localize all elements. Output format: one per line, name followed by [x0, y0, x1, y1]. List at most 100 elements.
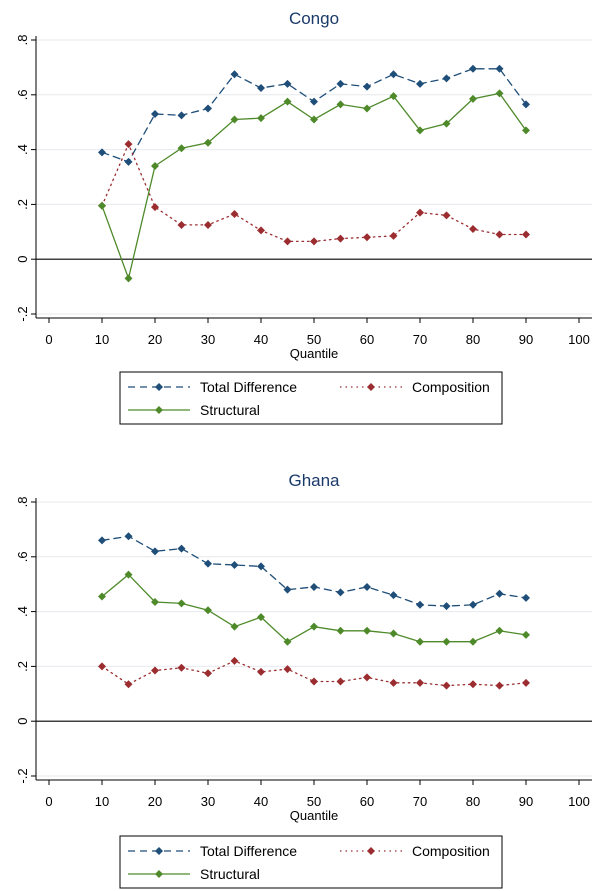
chart-title: Ghana	[288, 471, 340, 490]
data-point	[98, 201, 106, 210]
data-point	[389, 591, 398, 600]
series-composition	[98, 140, 530, 246]
x-tick-label: 40	[254, 794, 268, 809]
data-point	[230, 656, 239, 665]
y-tick-label: 0	[15, 256, 30, 263]
data-point	[283, 585, 292, 594]
data-point	[257, 83, 265, 92]
data-point	[310, 677, 318, 686]
data-point	[469, 94, 477, 103]
data-point	[310, 622, 318, 631]
data-point	[469, 600, 477, 609]
data-point	[204, 138, 212, 147]
data-point	[124, 570, 133, 579]
series-composition	[98, 656, 530, 690]
legend-swatch-marker	[155, 383, 163, 391]
legend: Total Difference Composition Structural	[119, 371, 503, 425]
data-point	[283, 637, 292, 646]
series-structural	[98, 89, 530, 283]
chart-title: Congo	[289, 9, 339, 28]
data-point	[98, 592, 106, 601]
data-point	[124, 532, 133, 541]
data-point	[442, 602, 451, 611]
x-tick-label: 100	[568, 794, 590, 809]
data-point	[363, 673, 371, 682]
data-point	[336, 677, 345, 686]
data-point	[363, 82, 371, 91]
data-point	[177, 663, 186, 672]
data-point	[363, 626, 371, 635]
data-point	[495, 626, 504, 635]
x-tick-label: 100	[568, 332, 590, 347]
data-point	[230, 115, 239, 124]
data-point	[98, 536, 106, 545]
legend-label: Total Difference	[200, 379, 297, 395]
data-point	[204, 220, 212, 229]
x-tick-label: 10	[95, 794, 109, 809]
data-point	[363, 104, 371, 113]
data-point	[98, 662, 106, 671]
legend-label: Total Difference	[200, 843, 297, 859]
legend-item-composition: Composition	[340, 843, 490, 859]
y-tick-label: .2	[15, 199, 30, 210]
data-point	[522, 230, 530, 239]
chart-ghana: Ghana -.2 0 .2 .4 .6 .8 0 10 20 30 40 50 60 70 80 90 100 Q…	[15, 471, 592, 889]
data-point	[336, 100, 345, 109]
data-point	[177, 111, 186, 120]
data-point	[151, 162, 159, 171]
x-tick-label: 20	[148, 794, 162, 809]
legend-box	[119, 371, 503, 425]
series-structural	[98, 570, 530, 646]
data-point	[124, 157, 133, 166]
x-tick-label: 90	[519, 332, 533, 347]
data-point	[151, 598, 159, 607]
legend-swatch-marker	[155, 870, 163, 878]
data-point	[389, 629, 398, 638]
legend-item-total-difference: Total Difference	[128, 379, 297, 395]
data-point	[151, 547, 159, 556]
x-tick-label: 80	[466, 332, 480, 347]
data-point	[416, 126, 424, 135]
y-tick-label: .8	[15, 497, 30, 508]
data-point	[204, 606, 212, 615]
y-tick-label: .4	[15, 606, 30, 617]
legend-item-structural: Structural	[128, 402, 260, 418]
legend-label: Structural	[200, 866, 260, 882]
data-point	[495, 64, 504, 73]
data-point	[124, 274, 133, 283]
y-tick-label: .6	[15, 89, 30, 100]
x-tick-label: 30	[201, 332, 215, 347]
data-point	[522, 126, 530, 135]
y-tick-label: -.2	[15, 768, 30, 783]
data-point	[257, 562, 265, 571]
data-point	[151, 666, 159, 675]
data-point	[230, 209, 239, 218]
y-tick-label: -.2	[15, 306, 30, 321]
data-point	[283, 97, 292, 106]
data-point	[310, 97, 318, 106]
data-point	[257, 667, 265, 676]
y-tick-label: .4	[15, 144, 30, 155]
chart-congo: Congo -.2 0 .2 .4 .6 .8 0 10 20 30 40 50 60 70 80 90 100 Q…	[15, 9, 592, 425]
x-tick-label: 0	[45, 794, 52, 809]
data-point	[389, 231, 398, 240]
x-tick-label: 10	[95, 332, 109, 347]
legend-item-composition: Composition	[340, 379, 490, 395]
data-point	[336, 79, 345, 88]
data-point	[283, 665, 292, 674]
data-point	[442, 211, 451, 220]
data-point	[310, 582, 318, 591]
series-line	[101, 535, 527, 607]
data-point	[416, 678, 424, 687]
data-point	[257, 226, 265, 235]
data-point	[283, 79, 292, 88]
data-point	[469, 225, 477, 234]
data-point	[363, 582, 371, 591]
y-tick-label: .2	[15, 661, 30, 672]
data-point	[469, 637, 477, 646]
y-tick-label: .6	[15, 551, 30, 562]
x-tick-label: 80	[466, 794, 480, 809]
data-point	[495, 589, 504, 598]
